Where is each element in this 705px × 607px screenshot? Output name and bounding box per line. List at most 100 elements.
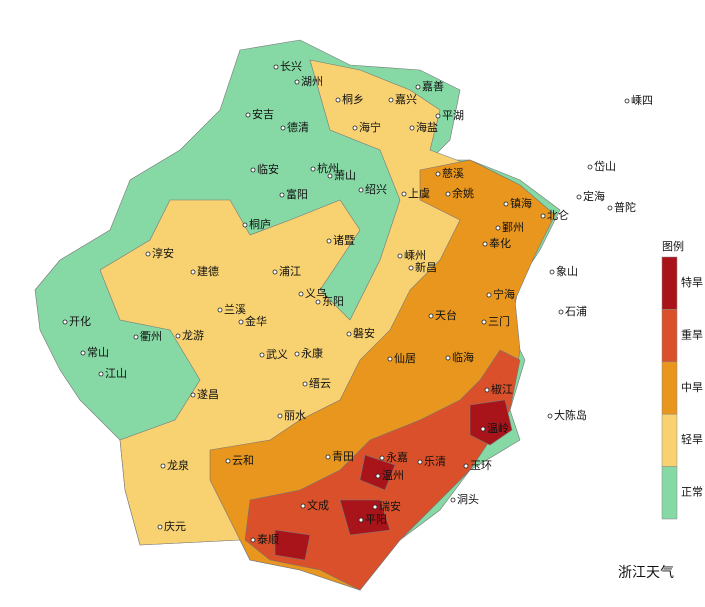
city-label: 湖州: [301, 75, 323, 88]
city-dot: [445, 191, 451, 197]
legend-label: 轻旱: [681, 432, 703, 446]
city-dot: [352, 125, 358, 131]
city-label: 云和: [232, 454, 254, 467]
city-dot: [325, 454, 331, 460]
city-dot: [225, 458, 231, 464]
city-dot: [428, 313, 434, 319]
city-label: 平湖: [442, 109, 464, 122]
city-label: 大陈岛: [554, 408, 587, 422]
city-dot: [346, 331, 352, 337]
city-dot: [503, 201, 509, 207]
city-dot: [300, 503, 306, 509]
city-label: 新昌: [415, 260, 437, 274]
city-dot: [481, 319, 487, 325]
city-label: 浦江: [279, 265, 301, 278]
city-dot: [298, 291, 304, 297]
city-dot: [486, 292, 492, 298]
map-regions: [34, 39, 561, 591]
city-label: 兰溪: [224, 303, 246, 316]
city-label: 东阳: [322, 295, 344, 308]
city-dot: [145, 251, 151, 257]
city-label: 乐清: [424, 455, 446, 468]
city-label: 嵊州: [404, 249, 426, 262]
city-label: 磐安: [353, 326, 375, 340]
city-dot: [408, 265, 414, 271]
legend-swatch: [661, 466, 678, 520]
city-dot: [417, 459, 423, 465]
city-label: 建德: [197, 264, 219, 278]
city-dot: [624, 98, 630, 104]
city-dot: [272, 269, 278, 275]
city-label: 武义: [266, 348, 288, 361]
city-dot: [358, 187, 364, 193]
city-label: 普陀: [614, 200, 636, 214]
city-label: 临海: [452, 350, 474, 364]
legend-swatch: [661, 413, 678, 467]
city-dot: [279, 192, 285, 198]
city-label: 桐庐: [249, 217, 271, 231]
city-dot: [315, 299, 321, 305]
city-dot: [62, 319, 68, 325]
city-dot: [80, 350, 86, 356]
city-label: 绍兴: [365, 182, 387, 196]
city-dot: [250, 167, 256, 173]
city-label: 诸暨: [333, 234, 355, 247]
legend-label: 中旱: [681, 381, 703, 394]
city-dot: [294, 351, 300, 357]
city-dot: [387, 356, 393, 362]
city-label: 海宁: [359, 120, 381, 134]
city-dot: [397, 253, 403, 259]
city-dot: [326, 238, 332, 244]
city-label: 义乌: [305, 286, 327, 300]
city-dot: [259, 352, 265, 358]
city-dot: [190, 269, 196, 275]
city-dot: [463, 463, 469, 469]
city-label: 慈溪: [442, 166, 464, 180]
city-label: 北仑: [547, 208, 569, 222]
city-label: 鄞州: [502, 221, 524, 234]
city-dot: [310, 166, 316, 172]
city-label: 椒江: [491, 382, 513, 396]
city-dot: [327, 173, 333, 179]
city-label: 宁海: [493, 287, 515, 301]
watermark: 浙江天气: [618, 565, 674, 581]
city-dot: [415, 84, 421, 90]
city-label: 江山: [105, 367, 127, 380]
city-dot: [480, 426, 486, 432]
city-dot: [540, 213, 546, 219]
city-label: 遂昌: [197, 387, 219, 401]
city-dot: [587, 164, 593, 170]
legend-label: 重旱: [681, 327, 703, 341]
city-dot: [157, 524, 163, 530]
city-label: 永嘉: [386, 450, 408, 464]
legend-swatch: [661, 361, 678, 415]
city-dot: [607, 205, 613, 211]
city-dot: [133, 334, 139, 340]
legend-title: 图例: [662, 239, 684, 253]
city-dot: [217, 307, 223, 313]
city-dot: [250, 537, 256, 543]
city-label: 平阳: [365, 513, 387, 526]
city-dot: [294, 79, 300, 85]
city-label: 文成: [307, 498, 329, 512]
city-dot: [484, 387, 490, 393]
city-label: 温岭: [487, 421, 509, 435]
city-label: 青田: [332, 450, 354, 463]
city-dot: [558, 309, 564, 315]
city-dot: [280, 125, 286, 131]
city-dot: [549, 269, 555, 275]
city-dot: [358, 517, 364, 523]
city-label: 瑞安: [379, 499, 401, 513]
city-label: 临安: [257, 162, 279, 176]
legend-label: 正常: [681, 486, 703, 499]
city-label: 象山: [556, 265, 578, 278]
city-dot: [482, 241, 488, 247]
city-label: 镇海: [510, 196, 532, 210]
city-label: 淳安: [152, 246, 174, 260]
city-label: 奉化: [489, 236, 511, 250]
city-dot: [160, 463, 166, 469]
city-label: 嘉兴: [395, 92, 417, 106]
city-label: 龙游: [182, 329, 204, 342]
